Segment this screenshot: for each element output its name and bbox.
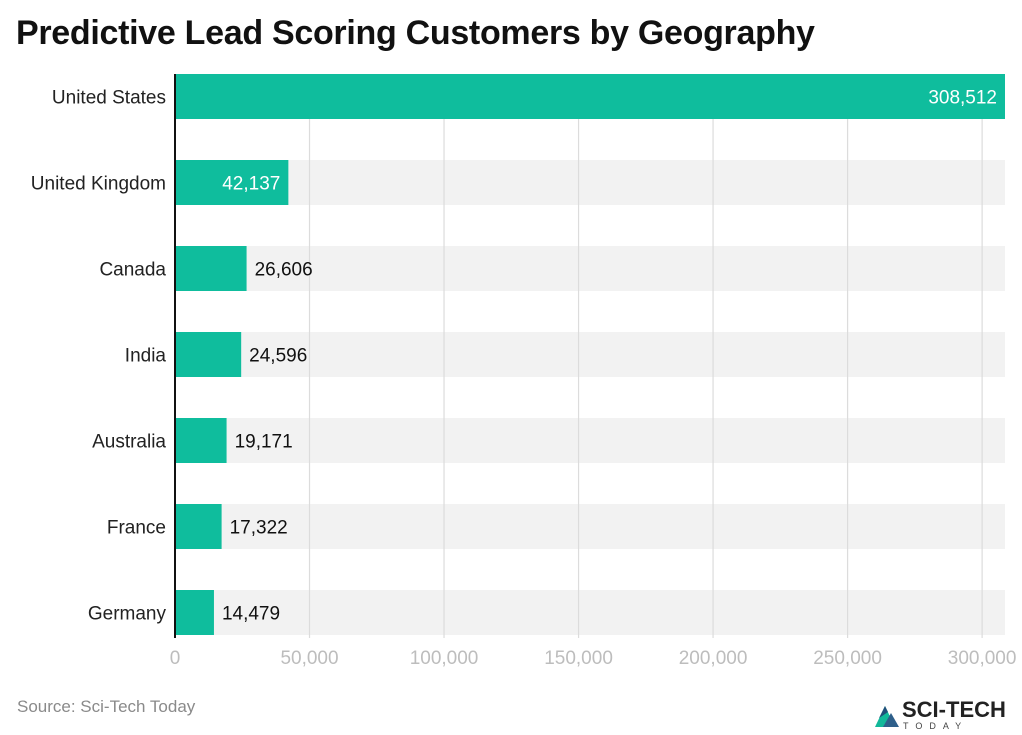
x-tick-label: 50,000	[280, 648, 338, 669]
row-band	[175, 246, 1005, 291]
bar	[175, 418, 227, 463]
brand-name: SCI-TECH	[902, 697, 1006, 722]
bar	[175, 590, 214, 635]
brand-logo[interactable]: SCI-TECH TODAY	[872, 694, 1020, 732]
bar	[175, 246, 247, 291]
chart-title: Predictive Lead Scoring Customers by Geo…	[16, 14, 815, 52]
value-label: 17,322	[230, 518, 288, 539]
category-label: United Kingdom	[31, 174, 166, 195]
vertical-gridlines	[308, 74, 983, 638]
category-label: France	[107, 518, 166, 539]
bar	[175, 504, 222, 549]
x-tick-label: 200,000	[679, 648, 748, 669]
category-label: Germany	[88, 604, 167, 625]
value-label: 26,606	[255, 260, 313, 281]
bars	[175, 74, 1005, 635]
source-note: Source: Sci-Tech Today	[17, 697, 196, 716]
value-label: 24,596	[249, 346, 307, 367]
value-label: 42,137	[222, 174, 280, 195]
row-band	[175, 332, 1005, 377]
value-label: 308,512	[928, 88, 997, 109]
category-label: Australia	[92, 432, 166, 453]
value-label: 14,479	[222, 604, 280, 625]
value-label: 19,171	[235, 432, 293, 453]
value-labels: 308,512 42,137 26,606 24,596 19,171 17,322 14,…	[222, 88, 997, 625]
x-tick-label: 250,000	[813, 648, 882, 669]
bar	[175, 74, 1005, 119]
row-band	[175, 590, 1005, 635]
category-label: United States	[52, 88, 166, 109]
x-tick-label: 300,000	[948, 648, 1017, 669]
category-label: Canada	[99, 260, 166, 281]
row-band	[175, 504, 1005, 549]
category-label: India	[125, 346, 167, 367]
brand-tagline: TODAY	[903, 721, 968, 731]
bar	[175, 332, 242, 377]
sci-tech-mountain-logo-icon	[875, 706, 899, 727]
row-band	[175, 418, 1005, 463]
x-tick-label: 100,000	[410, 648, 479, 669]
row-band	[175, 160, 1005, 205]
x-tick-labels: 0 50,000 100,000 150,000 200,000 250,000 300,0…	[170, 648, 1017, 669]
x-tick-label: 150,000	[544, 648, 613, 669]
bar	[175, 160, 289, 205]
x-tick-label: 0	[170, 648, 181, 669]
category-labels: United States United Kingdom Canada India Au…	[31, 88, 167, 625]
